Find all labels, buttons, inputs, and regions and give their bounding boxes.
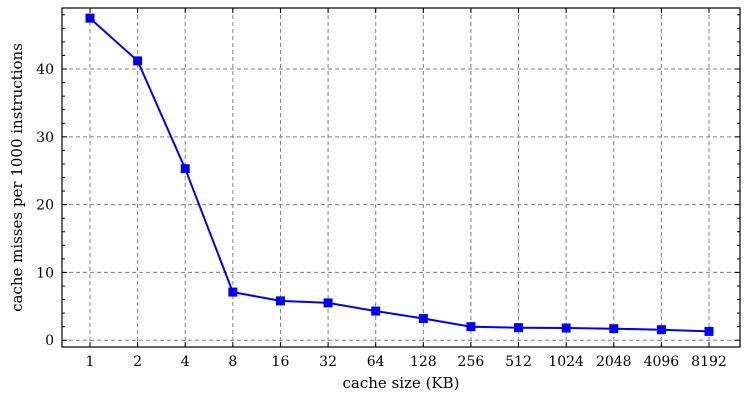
data-point — [466, 322, 476, 332]
y-tick-label: 30 — [36, 130, 54, 146]
y-axis-label: cache misses per 1000 instructions — [8, 43, 26, 312]
data-point — [704, 326, 714, 336]
x-axis-label: cache size (KB) — [342, 374, 459, 392]
x-tick-label: 8192 — [691, 354, 727, 370]
y-tick-label: 10 — [36, 265, 54, 281]
data-point — [371, 306, 381, 316]
series-line — [89, 17, 710, 333]
x-tick-label: 16 — [272, 354, 290, 370]
data-point — [656, 325, 666, 335]
x-tick-label: 64 — [367, 354, 385, 370]
x-tick-label: 4096 — [644, 354, 680, 370]
data-point — [228, 287, 238, 297]
x-tick-label: 256 — [458, 354, 485, 370]
x-tick-label: 1024 — [548, 354, 584, 370]
data-point — [418, 314, 428, 324]
grid — [62, 8, 740, 347]
x-tick-label: 1 — [86, 354, 95, 370]
tick-labels: 1 2 4 8 16 32 64 128 256 512 1024 2048 4096 8192 0 10 20… — [36, 62, 727, 370]
data-point — [609, 324, 619, 334]
x-tick-label: 2 — [133, 354, 142, 370]
x-tick-label: 4 — [181, 354, 190, 370]
x-tick-label: 128 — [410, 354, 437, 370]
x-tick-label: 2048 — [596, 354, 632, 370]
series — [85, 13, 714, 336]
data-point — [514, 323, 524, 333]
y-tick-label: 40 — [36, 62, 54, 78]
x-tick-label: 32 — [319, 354, 337, 370]
data-point — [561, 323, 571, 333]
x-tick-label: 8 — [228, 354, 237, 370]
axis-ticks — [62, 8, 740, 347]
plot-frame — [61, 7, 741, 348]
y-tick-label: 20 — [36, 198, 54, 214]
y-tick-label: 0 — [45, 333, 54, 349]
data-point — [275, 296, 285, 306]
data-point — [133, 56, 143, 66]
data-point — [85, 13, 95, 23]
data-point — [180, 164, 190, 174]
data-point — [323, 298, 333, 308]
x-tick-label: 512 — [505, 354, 532, 370]
